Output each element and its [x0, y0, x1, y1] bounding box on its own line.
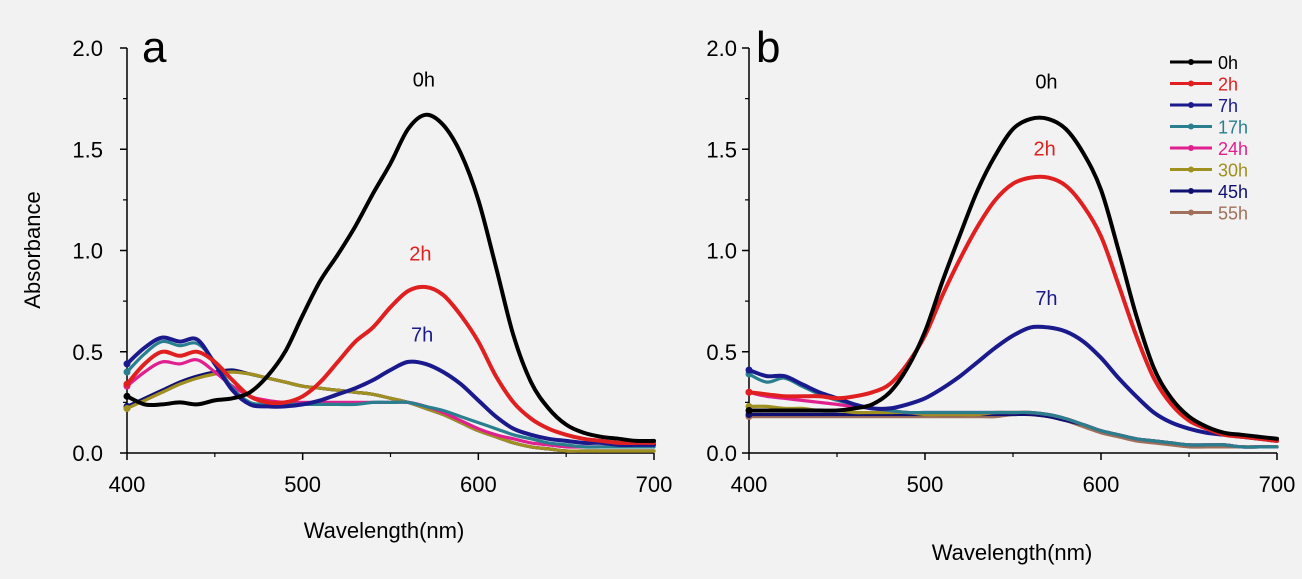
panel-a-ticks: 0.0 0.5 1.0 1.5 2.0 400 500 600 700	[72, 36, 672, 497]
panel-a-x-tick-label-3: 700	[636, 472, 673, 497]
panel-a-y-tick-label-0: 0.0	[72, 441, 103, 466]
legend-marker-7h	[1188, 102, 1194, 108]
panel-a-series-30h-marker	[123, 404, 131, 412]
panel-b-peak-label-7h: 7h	[1035, 288, 1057, 310]
panel-b-x-tick-label-3: 700	[1259, 472, 1296, 497]
legend-label-55h: 55h	[1218, 204, 1248, 224]
panel-a-lines	[123, 112, 656, 453]
panel-b-peak-label-2h: 2h	[1034, 138, 1056, 160]
panel-a: a Absorbance Wavelength(nm) 0.0 0.5 1.0 1.5…	[20, 23, 672, 543]
panel-b-x-tick-label-0: 400	[731, 472, 768, 497]
panel-b-xlabel: Wavelength(nm)	[932, 540, 1093, 565]
panel-a-series-2h-marker	[123, 380, 131, 388]
legend-label-0h: 0h	[1218, 53, 1238, 73]
panel-a-x-tick-label-1: 500	[284, 472, 321, 497]
panel-a-xlabel: Wavelength(nm)	[304, 518, 465, 543]
panel-a-y-tick-label-2: 1.0	[72, 239, 103, 264]
panel-a-series-2h	[125, 284, 656, 446]
legend-marker-2h	[1188, 80, 1194, 87]
panel-b-y-tick-label-3: 1.5	[706, 137, 737, 162]
panel-a-x-tick-label-0: 400	[109, 472, 146, 497]
panel-a-x-tick-label-2: 600	[460, 472, 497, 497]
legend-label-7h: 7h	[1218, 96, 1238, 116]
panel-a-y-tick-label-1: 0.5	[72, 340, 103, 365]
legend-label-2h: 2h	[1218, 75, 1238, 95]
panel-b-y-tick-label-1: 0.5	[706, 340, 737, 365]
legend-label-45h: 45h	[1218, 182, 1248, 202]
panel-b-series-7h-marker	[745, 366, 753, 374]
panel-b-y-tick-label-4: 2.0	[706, 36, 737, 61]
panel-a-y-tick-label-3: 1.5	[72, 137, 103, 162]
panel-b-series-2h	[747, 174, 1279, 443]
panel-a-y-tick-label-4: 2.0	[72, 36, 103, 61]
panel-b-x-tick-label-2: 600	[1083, 472, 1120, 497]
panel-b-y-tick-label-2: 1.0	[706, 239, 737, 264]
panel-a-peak-label-7h: 7h	[411, 325, 433, 347]
panel-a-annotations: 0h 2h 7h	[409, 69, 435, 346]
panel-a-letter: a	[142, 23, 167, 72]
legend-marker-55h	[1188, 209, 1194, 216]
panel-b-x-tick-label-1: 500	[907, 472, 944, 497]
legend-marker-30h	[1188, 166, 1194, 173]
panel-b-series-0h	[747, 115, 1279, 441]
panel-b-series-2h-marker	[745, 388, 753, 396]
panel-b: b Wavelength(nm) 0.0 0.5 1.0 1.5 2.0 400 500 60…	[706, 23, 1295, 565]
panel-a-series-0h-marker	[123, 392, 131, 400]
legend-marker-17h	[1188, 123, 1194, 130]
panel-a-series-0h	[125, 112, 656, 444]
legend-label-24h: 24h	[1218, 139, 1248, 159]
panel-a-peak-label-2h: 2h	[409, 244, 431, 266]
panel-a-peak-label-0h: 0h	[413, 69, 435, 91]
panel-b-lines	[745, 115, 1279, 449]
panel-b-y-tick-label-0: 0.0	[706, 441, 737, 466]
panel-b-annotations: 0h 2h 7h	[1034, 72, 1058, 311]
legend-marker-24h	[1188, 145, 1194, 151]
panel-b-ticks: 0.0 0.5 1.0 1.5 2.0 400 500 600 700	[706, 36, 1295, 497]
legend-label-30h: 30h	[1218, 161, 1248, 181]
legend-marker-45h	[1188, 188, 1194, 194]
panel-a-ylabel: Absorbance	[20, 191, 45, 308]
legend-marker-0h	[1188, 59, 1194, 65]
panel-a-series-17h-marker	[123, 368, 131, 376]
panel-b-letter: b	[756, 23, 780, 72]
panel-b-peak-label-0h: 0h	[1035, 72, 1057, 94]
panel-a-series-7h-marker	[123, 360, 131, 368]
panel-b-series-0h-marker	[745, 406, 753, 414]
legend-label-17h: 17h	[1218, 118, 1248, 138]
